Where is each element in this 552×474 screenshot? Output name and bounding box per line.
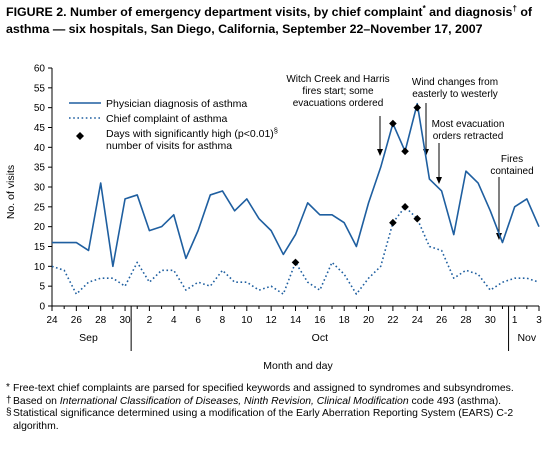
y-tick-label: 35: [34, 163, 46, 174]
annotation-text: Wind changes from: [412, 77, 498, 88]
annotation-arrow-head: [496, 233, 502, 240]
x-tick-label: 6: [195, 315, 201, 326]
annotation-text: orders retracted: [433, 131, 504, 142]
x-tick-label: 3: [536, 315, 542, 326]
y-tick-label: 45: [34, 123, 46, 134]
annotation-text: contained: [490, 166, 533, 177]
x-tick-label: 10: [241, 315, 253, 326]
annotation-text: fires start; some: [302, 86, 374, 97]
y-axis-ticks: 0 5 10 15 20 25 30 35 40 45 50 55 60: [34, 64, 52, 313]
x-tick-label: 24: [46, 315, 58, 326]
significance-marker: [413, 214, 422, 223]
y-tick-label: 50: [34, 103, 46, 114]
month-label: Oct: [312, 332, 328, 344]
legend-diamond-icon: [76, 132, 84, 140]
footnote-2: † Based on International Classification o…: [6, 394, 502, 407]
x-tick-label: 12: [266, 315, 278, 326]
y-tick-label: 10: [34, 262, 46, 273]
annotation-text: Fires: [501, 154, 523, 165]
significance-marker: [413, 103, 422, 112]
month-label: Nov: [517, 332, 536, 344]
y-axis-label: No. of visits: [5, 165, 17, 219]
y-tick-label: 20: [34, 222, 46, 233]
legend-solid-label: Physician diagnosis of asthma: [106, 98, 247, 110]
legend-marker-label-line2: number of visits for asthma: [106, 140, 232, 152]
month-label: Sep: [79, 332, 98, 344]
significance-marker: [401, 147, 409, 156]
footnote-3: § Statistical significance determined usi…: [6, 407, 514, 432]
significance-marker: [389, 218, 397, 227]
x-tick-label: 28: [95, 315, 107, 326]
x-tick-label: 1: [512, 315, 518, 326]
y-tick-label: 60: [34, 64, 46, 75]
x-tick-label: 30: [119, 315, 131, 326]
x-axis-label: Month and day: [263, 360, 333, 372]
x-tick-label: 26: [71, 315, 83, 326]
x-tick-label: 28: [460, 315, 472, 326]
footnotes: * Free-text chief complaints are parsed f…: [6, 382, 546, 433]
significance-marker: [389, 119, 397, 128]
annotation-text: Witch Creek and Harris: [286, 74, 389, 85]
physician-diagnosis-line: [52, 102, 540, 268]
month-labels: Sep Oct Nov: [79, 306, 537, 351]
annotation-text: Most evacuation: [432, 119, 505, 130]
y-tick-label: 5: [39, 282, 45, 293]
footnote-1: * Free-text chief complaints are parsed f…: [6, 382, 514, 394]
annotation-arrow-head: [436, 177, 442, 184]
y-tick-label: 30: [34, 183, 46, 194]
y-tick-label: 40: [34, 143, 46, 154]
y-tick-label: 25: [34, 202, 46, 213]
significance-marker: [401, 203, 409, 211]
legend-dotted-label: Chief complaint of asthma: [106, 113, 228, 125]
y-tick-label: 15: [34, 242, 46, 253]
significance-marker: [291, 258, 300, 267]
legend-marker-label-line1: Days with significantly high (p<0.01)§: [106, 126, 278, 140]
x-tick-label: 18: [339, 315, 351, 326]
legend: Physician diagnosis of asthma Chief comp…: [69, 98, 278, 152]
x-tick-label: 20: [363, 315, 375, 326]
y-tick-label: 55: [34, 83, 46, 94]
x-tick-label: 26: [436, 315, 448, 326]
significance-markers: [291, 103, 422, 267]
x-axis-ticks: 24 26 28 30 2 4 6 8 10 12 14 16 18 20 22 24 26 28 30 1 3: [46, 306, 542, 326]
figure-title: FIGURE 2. Number of emergency department…: [6, 3, 533, 36]
chart-series: [51, 102, 540, 295]
y-tick-label: 0: [39, 302, 45, 313]
x-tick-label: 16: [314, 315, 326, 326]
chief-complaint-line: [51, 206, 540, 295]
annotation-arrow-head: [377, 149, 383, 156]
annotation-text: evacuations ordered: [293, 98, 384, 109]
x-tick-label: 4: [171, 315, 177, 326]
x-tick-label: 2: [147, 315, 153, 326]
annotation-text: easterly to westerly: [412, 89, 498, 100]
x-tick-label: 30: [485, 315, 497, 326]
x-tick-label: 24: [412, 315, 424, 326]
x-tick-label: 8: [220, 315, 226, 326]
x-tick-label: 14: [290, 315, 302, 326]
x-tick-label: 22: [387, 315, 399, 326]
